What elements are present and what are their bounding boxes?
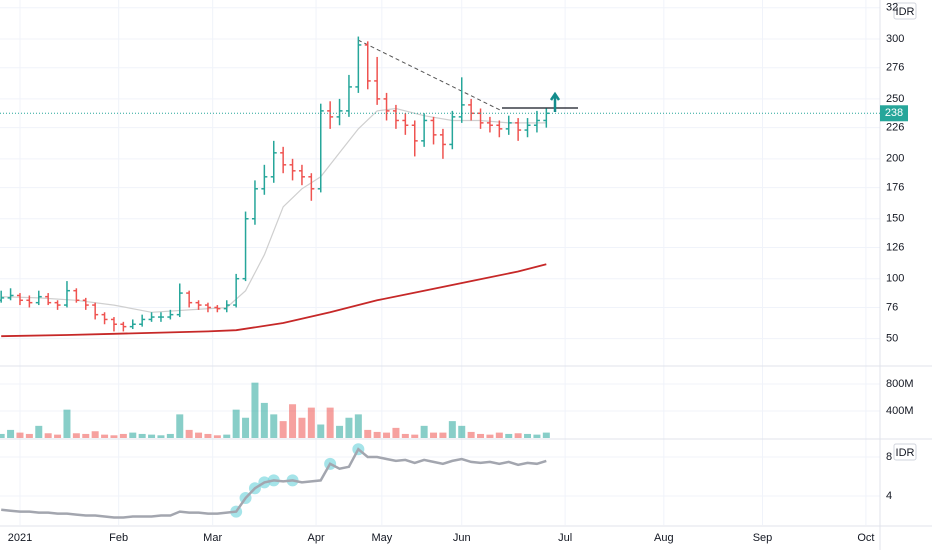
x-tick-label: Apr: [307, 532, 324, 544]
volume-bar: [63, 409, 71, 438]
volume-bar: [383, 432, 391, 438]
y-tick-label: 200: [886, 153, 904, 165]
volume-bar: [486, 434, 494, 438]
volume-bar: [477, 433, 485, 438]
volume-bar: [533, 434, 541, 438]
volume-bar: [467, 431, 475, 438]
x-tick-label: Aug: [654, 532, 674, 544]
volume-bar: [420, 425, 428, 438]
volume-bar: [223, 434, 231, 438]
volume-bar: [270, 414, 278, 438]
volume-bar: [373, 431, 381, 438]
x-tick-label: Sep: [753, 532, 773, 544]
y-tick-label: 4: [886, 490, 892, 502]
volume-bar: [204, 433, 212, 438]
volume-bar: [129, 432, 137, 438]
volume-bar: [110, 435, 118, 438]
volume-bar: [448, 421, 456, 438]
volume-bar: [279, 421, 287, 438]
grid-layer: [0, 0, 880, 525]
currency-label: IDR: [896, 447, 915, 459]
indicator-line: [1, 447, 547, 519]
last-price-label: 238: [885, 107, 903, 119]
volume-bar: [72, 433, 80, 438]
volume-bar: [401, 433, 409, 438]
currency-label: IDR: [896, 6, 915, 18]
y-tick-label: 276: [886, 62, 904, 74]
x-tick-label: Jun: [453, 532, 471, 544]
y-tick-label: 250: [886, 93, 904, 105]
volume-bar: [213, 435, 221, 438]
moving-average: [1, 107, 547, 313]
y-tick-label: 800M: [886, 378, 914, 390]
volume-bar: [35, 425, 43, 438]
volume-bar: [138, 433, 146, 438]
volume-bar: [44, 433, 52, 438]
volume-bar: [542, 432, 550, 438]
last-price-badge: [880, 105, 908, 122]
x-tick-label: Oct: [857, 532, 874, 544]
y-tick-label: 50: [886, 333, 898, 345]
volume-bar: [195, 432, 203, 438]
y-tick-label: 400M: [886, 405, 914, 417]
y-tick-label: 126: [886, 241, 904, 253]
y-tick-label: 150: [886, 213, 904, 225]
volume-bar: [0, 433, 5, 438]
y-tick-label: 8: [886, 451, 892, 463]
volume-bar: [82, 433, 90, 438]
volume-bar: [345, 417, 353, 438]
volume-bar: [242, 417, 250, 438]
volume-bar: [25, 433, 33, 438]
volume-bar: [439, 432, 447, 438]
volume-bar: [495, 432, 503, 438]
volume-bar: [307, 407, 315, 438]
y-tick-label: 100: [886, 273, 904, 285]
volume-bar: [101, 434, 109, 438]
volume-bar: [119, 433, 127, 438]
y-tick-label: 300: [886, 33, 904, 45]
y-tick-label: 32: [886, 2, 898, 14]
x-tick-label: May: [371, 532, 392, 544]
volume-bar: [148, 434, 156, 438]
volume-bar: [166, 433, 174, 438]
volume-bar: [364, 429, 372, 438]
x-tick-label: Feb: [109, 532, 128, 544]
volume-bar: [7, 429, 15, 438]
currency-box: [893, 2, 917, 20]
volume-bar: [54, 434, 62, 438]
volume-bar: [185, 429, 193, 438]
y-tick-label: 76: [886, 301, 898, 313]
y-tick-label: 226: [886, 122, 904, 134]
x-tick-label: Jul: [558, 532, 572, 544]
volume-bar: [16, 432, 24, 438]
volume-bar: [298, 417, 306, 438]
volume-bar: [505, 433, 513, 438]
volume-bar: [326, 407, 334, 438]
x-tick-label: Mar: [203, 532, 222, 544]
volume-bar: [458, 425, 466, 438]
currency-box: [893, 443, 917, 461]
volume-bar: [260, 402, 268, 438]
volume-bar: [392, 427, 400, 438]
volume-bar: [251, 382, 259, 438]
volume-bar: [411, 434, 419, 438]
trend-drawing: [357, 39, 501, 111]
breakout-arrow: [549, 91, 561, 112]
volume-bar: [157, 435, 165, 438]
volume-bar: [317, 424, 325, 438]
volume-bar: [232, 409, 240, 438]
volume-bar: [430, 432, 438, 438]
volume-bar: [514, 433, 522, 438]
volume-bar: [289, 404, 297, 438]
volume-bar: [91, 431, 99, 438]
y-tick-label: 176: [886, 182, 904, 194]
volume-bar: [176, 414, 184, 438]
volume-bar: [524, 433, 532, 438]
x-tick-label: 2021: [8, 532, 32, 544]
moving-average: [1, 263, 547, 338]
volume-bar: [336, 425, 344, 438]
volume-bar: [354, 414, 362, 438]
